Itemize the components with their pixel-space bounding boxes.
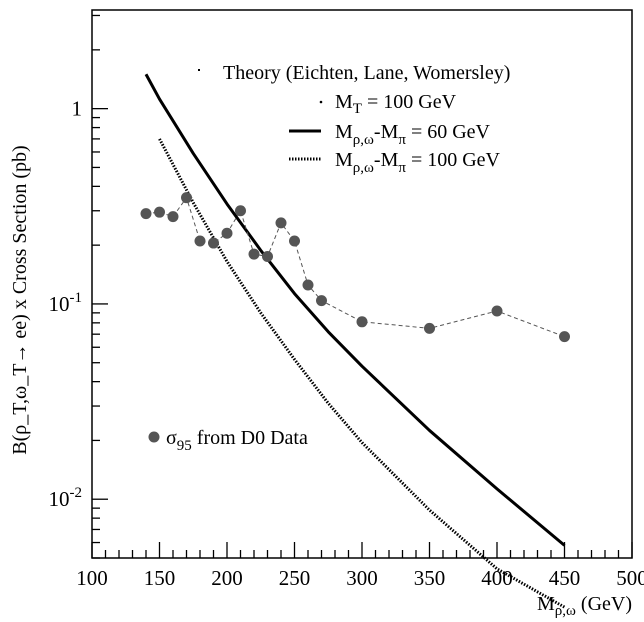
- y-tick-label: 10-2: [49, 485, 83, 511]
- y-tick-labels: 1 10-1 10-2: [49, 97, 83, 512]
- x-tick-label: 250: [279, 566, 311, 590]
- legend-solid-label: Mρ,ω-Mπ = 60 GeV: [335, 121, 491, 148]
- x-tick-label: 200: [211, 566, 243, 590]
- x-tick-label: 400: [481, 566, 513, 590]
- data-point: [221, 227, 233, 239]
- data-point: [235, 205, 246, 217]
- y-axis-title: B(ρ_T,ω_T→ ee) x Cross Section (pb): [9, 145, 31, 454]
- data-point: [167, 211, 179, 223]
- data-point: [356, 316, 368, 328]
- legend-header: Theory (Eichten, Lane, Womersley): [223, 62, 510, 84]
- legend-data-marker: [148, 431, 160, 443]
- data-point: [316, 295, 327, 307]
- data-point: [491, 305, 503, 317]
- legend-header-marker: [198, 69, 200, 71]
- x-tick-label: 300: [346, 566, 378, 590]
- axis-ticks: [91, 14, 633, 559]
- series-line-d0-data: [145, 196, 565, 338]
- legend-mt-text: MT = 100 GeV: [335, 91, 457, 117]
- data-point: [559, 331, 570, 343]
- data-point: [248, 248, 260, 260]
- x-tick-label: 150: [144, 566, 176, 590]
- x-tick-label: 500: [616, 566, 644, 590]
- data-point: [302, 279, 314, 291]
- x-tick-labels: 100 150 200 250 300 350 400 450 500: [76, 566, 644, 590]
- data-point: [208, 237, 219, 249]
- legend-dotted-label: Mρ,ω-Mπ = 100 GeV: [335, 149, 501, 176]
- series-layer: [140, 73, 570, 609]
- data-point: [262, 250, 273, 262]
- x-tick-label: 450: [549, 566, 581, 590]
- legend-data-label: σ95 from D0 Data: [166, 427, 308, 454]
- x-tick-label: 350: [414, 566, 446, 590]
- x-tick-label: 100: [76, 566, 108, 590]
- legend: Theory (Eichten, Lane, Womersley) MT = 1…: [148, 62, 510, 454]
- data-point: [194, 235, 206, 247]
- data-point: [181, 192, 192, 204]
- data-point: [140, 208, 152, 220]
- x-axis-title: Mρ,ω (GeV): [537, 593, 632, 619]
- data-point: [154, 206, 165, 218]
- legend-mt-marker: [319, 100, 323, 104]
- data-point: [289, 235, 300, 247]
- series-line-60gev: [144, 73, 566, 547]
- data-point: [275, 217, 287, 229]
- y-tick-label: 10-1: [49, 290, 83, 316]
- data-point: [424, 322, 435, 334]
- y-tick-label: 1: [72, 97, 83, 121]
- series-line-100gev: [158, 138, 566, 609]
